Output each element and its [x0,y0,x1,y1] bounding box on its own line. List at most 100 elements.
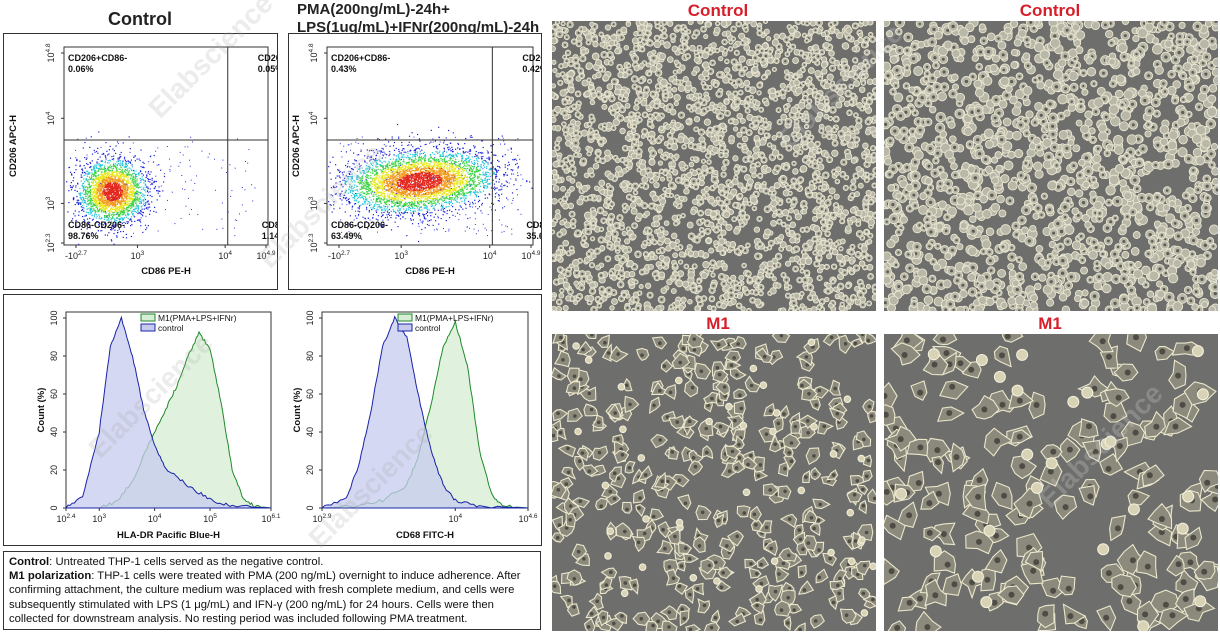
quadrant-ur-value: 0.42% [522,64,541,74]
scatter-panel-m1: CD206+CD86-0.43% CD206+CD86+0.42% CD86-CD2… [288,33,542,290]
x-tick-label: 104.6 [518,513,537,524]
cell-group [552,21,876,311]
micrograph-label-control-1: Control [687,1,749,20]
x-tick-label: 104 [218,250,232,261]
legend-label-control: control [415,323,441,333]
histogram-legend: M1(PMA+LPS+IFNr)control [140,313,237,333]
x-axis-label: CD86 PE-H [405,266,455,277]
series-control-area [320,315,529,509]
quadrant-ul-value: 0.06% [68,64,94,74]
quadrant-ll-value: 63.49% [331,231,362,241]
y-tick-label: 100 [305,310,315,325]
x-axis-label: HLA-DR Pacific Blue-H [117,530,220,541]
micrograph-control-2 [884,21,1218,311]
x-tick-label: -102.7 [328,250,350,261]
y-tick-label: 103 [45,196,56,210]
y-tick-label: 102.3 [45,233,56,252]
x-tick-label: 106.1 [261,513,280,524]
quadrant-lr-value: 1.14% [262,231,277,241]
x-tick-label: 104 [483,250,497,261]
x-tick-label: 105 [203,513,217,524]
micrograph-label-control-2: Control [1019,1,1081,20]
y-tick-label: 100 [49,310,59,325]
y-tick-label: 40 [49,427,59,437]
y-axis-label: CD206 APC-H [291,115,302,177]
y-axis-label: Count (%) [292,388,303,433]
micrograph-m1-2 [884,334,1218,631]
x-tick-label: 103 [394,250,408,261]
quadrant-ur-name: CD206+CD86+ [522,53,541,63]
micrograph-label-m1-2: M1 [1038,314,1062,333]
histogram-chart-area: M1(PMA+LPS+IFNr)control020406080100102.4… [36,310,538,541]
quadrant-ul-value: 0.43% [331,64,357,74]
y-tick-label: 0 [305,505,315,510]
y-tick-label: 103 [308,196,319,210]
cell-group [552,334,876,631]
note-control-label: Control [9,556,50,568]
y-tick-label: 20 [305,465,315,475]
cell-group [884,334,1218,631]
legend-swatch-control [397,323,413,332]
y-tick-label: 0 [49,505,59,510]
cell-group [884,21,1218,311]
flow-title-m1-line1: PMA(200ng/mL)-24h+ [297,1,450,18]
y-tick-label: 104.8 [45,43,56,62]
y-tick-label: 60 [49,389,59,399]
quadrant-ur-value: 0.05% [258,64,277,74]
quadrant-ul-name: CD206+CD86- [331,53,390,63]
flow-title-m1-line2: LPS(1ug/mL)+IFNr(200ng/mL)-24h [297,19,540,36]
legend-swatch-m1 [397,313,413,322]
x-tick-label: 102.9 [312,513,331,524]
note-m1-text: : THP-1 cells were treated with PMA (200… [9,570,521,625]
x-axis-label: CD68 FITC-H [396,530,454,541]
x-tick-label: 104 [448,513,462,524]
x-tick-label: 102.4 [56,513,75,524]
x-tick-label: 104 [148,513,162,524]
y-tick-label: 104.8 [308,43,319,62]
x-tick-label: 104.9 [256,250,275,261]
y-tick-label: 40 [305,427,315,437]
scatter-plot-area [326,46,534,246]
flow-title-m1: PMA(200ng/mL)-24h+ LPS(1ug/mL)+IFNr(200n… [297,1,547,37]
quadrant-lr-name: CD86+CD206- [262,220,277,230]
y-tick-label: 20 [49,465,59,475]
scatter-density-cloud [328,123,533,243]
quadrant-lr-value: 35.65% [526,231,541,241]
histogram-legend: M1(PMA+LPS+IFNr)control [397,313,494,333]
y-axis-label: CD206 APC-H [8,115,19,177]
quadrant-lr-name: CD86+CD206- [526,220,541,230]
flow-title-control: Control [108,9,172,29]
series-control-area [65,315,272,509]
scatter-panel-control: CD206+CD86-0.06% CD206+CD86+0.05% CD86-CD2… [3,33,278,290]
y-tick-label: 60 [305,389,315,399]
note-m1-label: M1 polarization [9,570,92,583]
legend-swatch-control [140,323,156,332]
x-tick-label: 103 [92,513,106,524]
y-tick-label: 104 [308,111,319,125]
note-control-text: : Untreated THP-1 cells served as the ne… [49,556,324,568]
legend-label-m1: M1(PMA+LPS+IFNr) [415,313,494,323]
y-tick-label: 102.3 [308,233,319,252]
quadrant-ur-name: CD206+CD86+ [258,53,277,63]
y-axis-label: Count (%) [36,388,47,433]
legend-label-m1: M1(PMA+LPS+IFNr) [158,313,237,323]
histogram-panel: M1(PMA+LPS+IFNr) control 0 20 40 60 80 100 102.4… [3,294,542,546]
x-tick-label: -102.7 [65,250,87,261]
scatter-density-cloud [66,131,256,245]
scatter-chart-m1: CD206+CD86-0.43% CD206+CD86+0.42% CD86-CD2… [291,43,541,277]
x-tick-label: 103 [131,250,145,261]
micrograph-m1-1 [552,334,876,631]
y-tick-label: 80 [305,351,315,361]
quadrant-ll-name: CD86-CD206- [68,220,125,230]
x-axis-label: CD86 PE-H [141,266,191,277]
method-note: Control: Untreated THP-1 cells served as… [3,551,541,630]
quadrant-ll-value: 98.76% [68,231,99,241]
y-tick-label: 104 [45,111,56,125]
quadrant-ll-name: CD86-CD206- [331,220,388,230]
x-tick-label: 104.9 [521,250,540,261]
micrograph-label-m1-1: M1 [706,314,730,333]
legend-swatch-m1 [140,313,156,322]
scatter-chart-control: CD206+CD86-0.06% CD206+CD86+0.05% CD86-CD2… [8,43,277,277]
quadrant-ul-name: CD206+CD86- [68,53,127,63]
y-tick-label: 80 [49,351,59,361]
